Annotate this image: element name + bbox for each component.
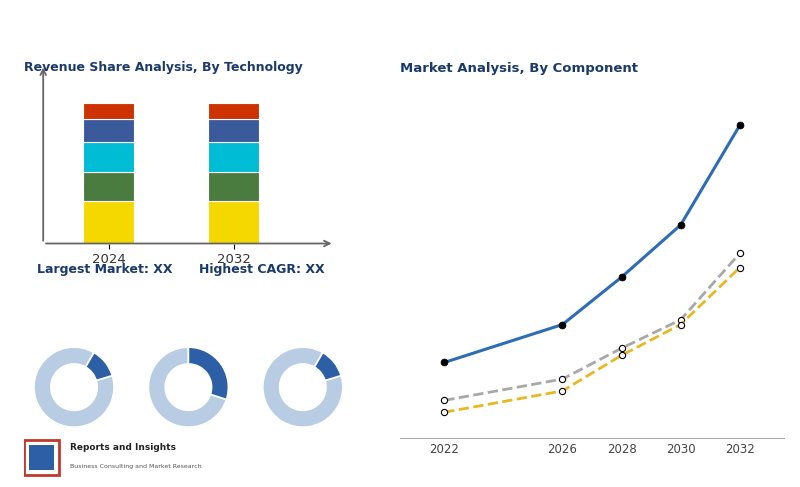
Wedge shape	[34, 347, 114, 427]
Bar	[83, 103, 134, 119]
Bar	[83, 172, 134, 201]
Wedge shape	[86, 353, 112, 380]
Text: Revenue Share Analysis, By Technology: Revenue Share Analysis, By Technology	[24, 61, 302, 74]
Bar	[83, 201, 134, 244]
Bar	[83, 142, 134, 172]
Text: Business Consulting and Market Research: Business Consulting and Market Research	[70, 464, 202, 469]
Bar	[208, 103, 259, 119]
Bar	[208, 172, 259, 201]
Wedge shape	[149, 347, 226, 427]
Text: GLOBAL DIGITAL TWIN MARKET SEGMENT ANALYSIS: GLOBAL DIGITAL TWIN MARKET SEGMENT ANALY…	[14, 23, 482, 38]
Text: Highest CAGR: XX: Highest CAGR: XX	[198, 263, 324, 276]
Bar	[83, 119, 134, 142]
Text: Reports and Insights: Reports and Insights	[70, 443, 176, 451]
Bar	[208, 142, 259, 172]
FancyBboxPatch shape	[30, 445, 54, 470]
Wedge shape	[263, 347, 342, 427]
Text: Largest Market: XX: Largest Market: XX	[38, 263, 173, 276]
Bar	[208, 201, 259, 244]
Wedge shape	[314, 353, 341, 380]
Wedge shape	[189, 347, 228, 399]
Bar	[208, 119, 259, 142]
Text: Market Analysis, By Component: Market Analysis, By Component	[400, 62, 638, 75]
